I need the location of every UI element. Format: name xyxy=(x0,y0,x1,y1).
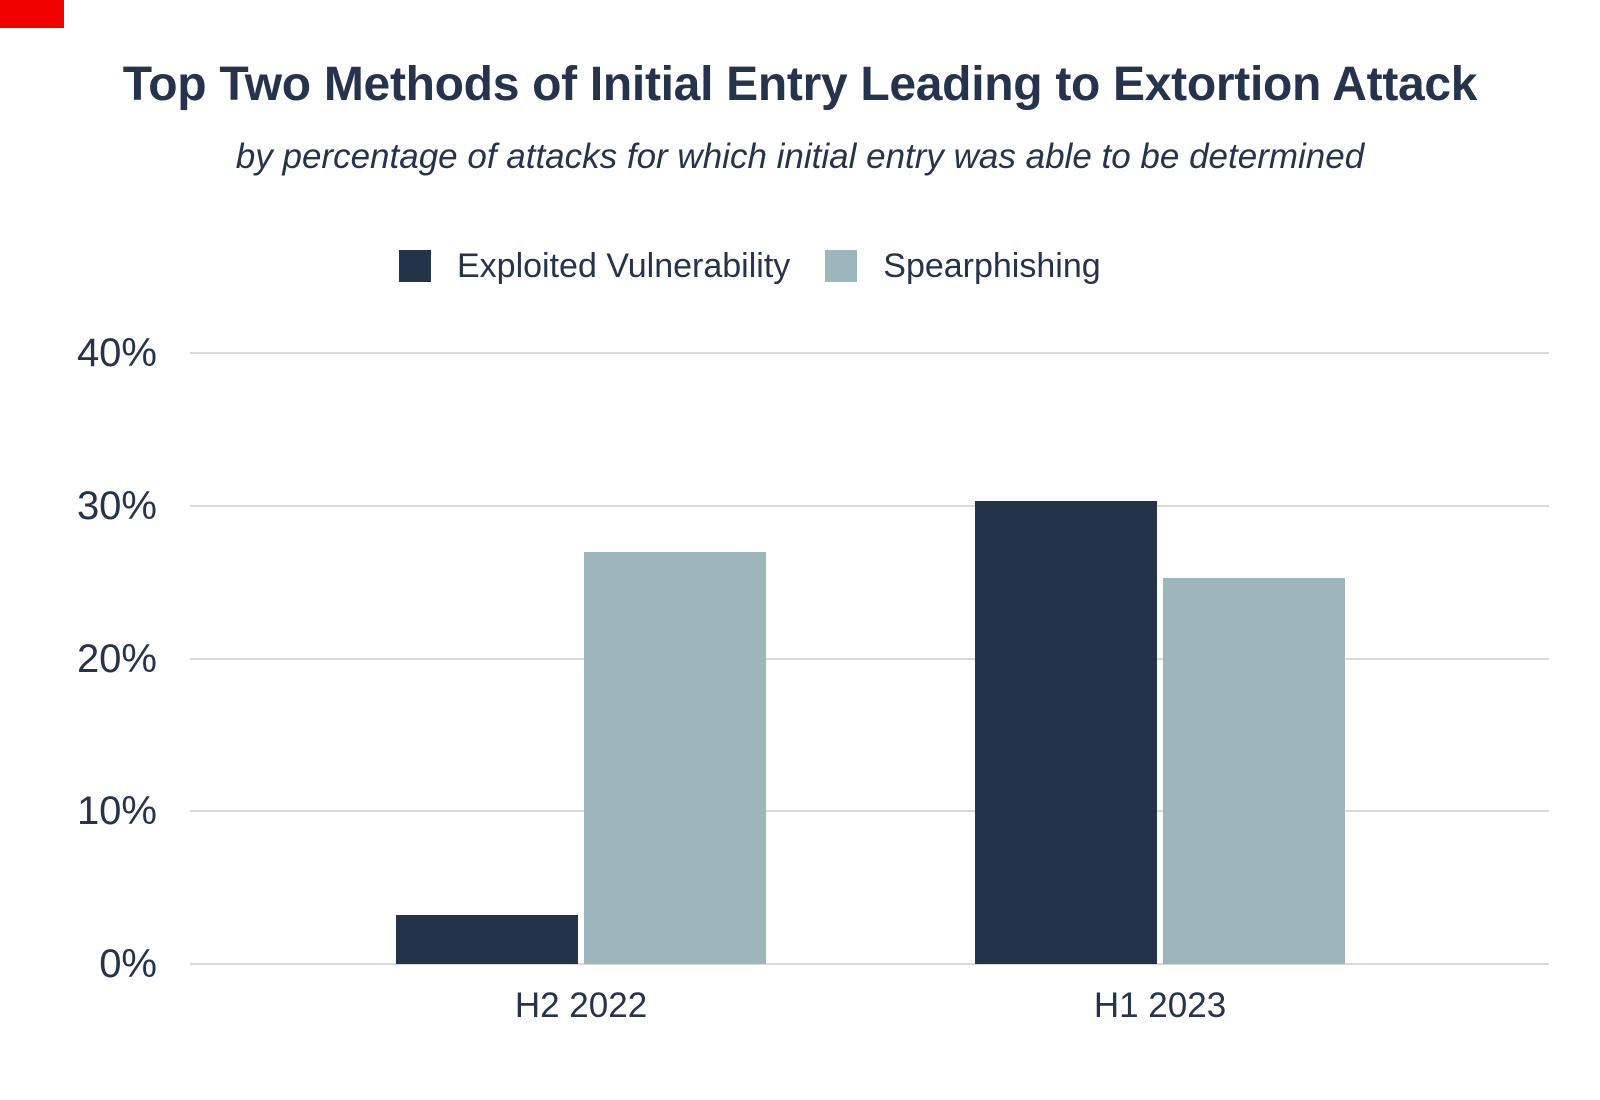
bar-spearphishing-h2-2022 xyxy=(584,551,766,964)
gridline-20pct xyxy=(190,657,1549,660)
legend-item-exploited-vulnerability: Exploited Vulnerability xyxy=(399,247,790,286)
y-tick-label-10pct: 10% xyxy=(76,789,157,834)
legend-item-spearphishing: Spearphishing xyxy=(825,246,1101,286)
gridline-30pct xyxy=(190,504,1549,507)
chart-subtitle: by percentage of attacks for which initi… xyxy=(235,137,1365,176)
y-tick-label-0pct: 0% xyxy=(99,942,157,986)
legend-label-spearphishing: Spearphishing xyxy=(883,246,1101,285)
legend: Exploited Vulnerability Spearphishing xyxy=(399,247,1101,285)
legend-swatch-spearphishing xyxy=(825,250,858,282)
legend-swatch-exploited-vulnerability xyxy=(399,250,431,282)
red-corner-marker xyxy=(0,0,64,28)
y-tick-label-20pct: 20% xyxy=(76,636,157,681)
legend-label-exploited-vulnerability: Exploited Vulnerability xyxy=(457,246,791,285)
gridline-10pct xyxy=(190,810,1549,813)
chart-title: Top Two Methods of Initial Entry Leading… xyxy=(122,58,1478,111)
bar-exploited-vulnerability-h1-2023 xyxy=(975,501,1157,964)
gridline-40pct xyxy=(190,352,1549,354)
bar-exploited-vulnerability-h2-2022 xyxy=(396,915,578,964)
bar-spearphishing-h1-2023 xyxy=(1163,577,1345,964)
gridline-0pct xyxy=(190,963,1549,965)
x-axis-label-h2-2022: H2 2022 xyxy=(514,986,648,1025)
y-tick-label-30pct: 30% xyxy=(76,483,157,528)
x-axis-label-h1-2023: H1 2023 xyxy=(1093,986,1227,1025)
y-tick-label-40pct: 40% xyxy=(76,331,157,375)
